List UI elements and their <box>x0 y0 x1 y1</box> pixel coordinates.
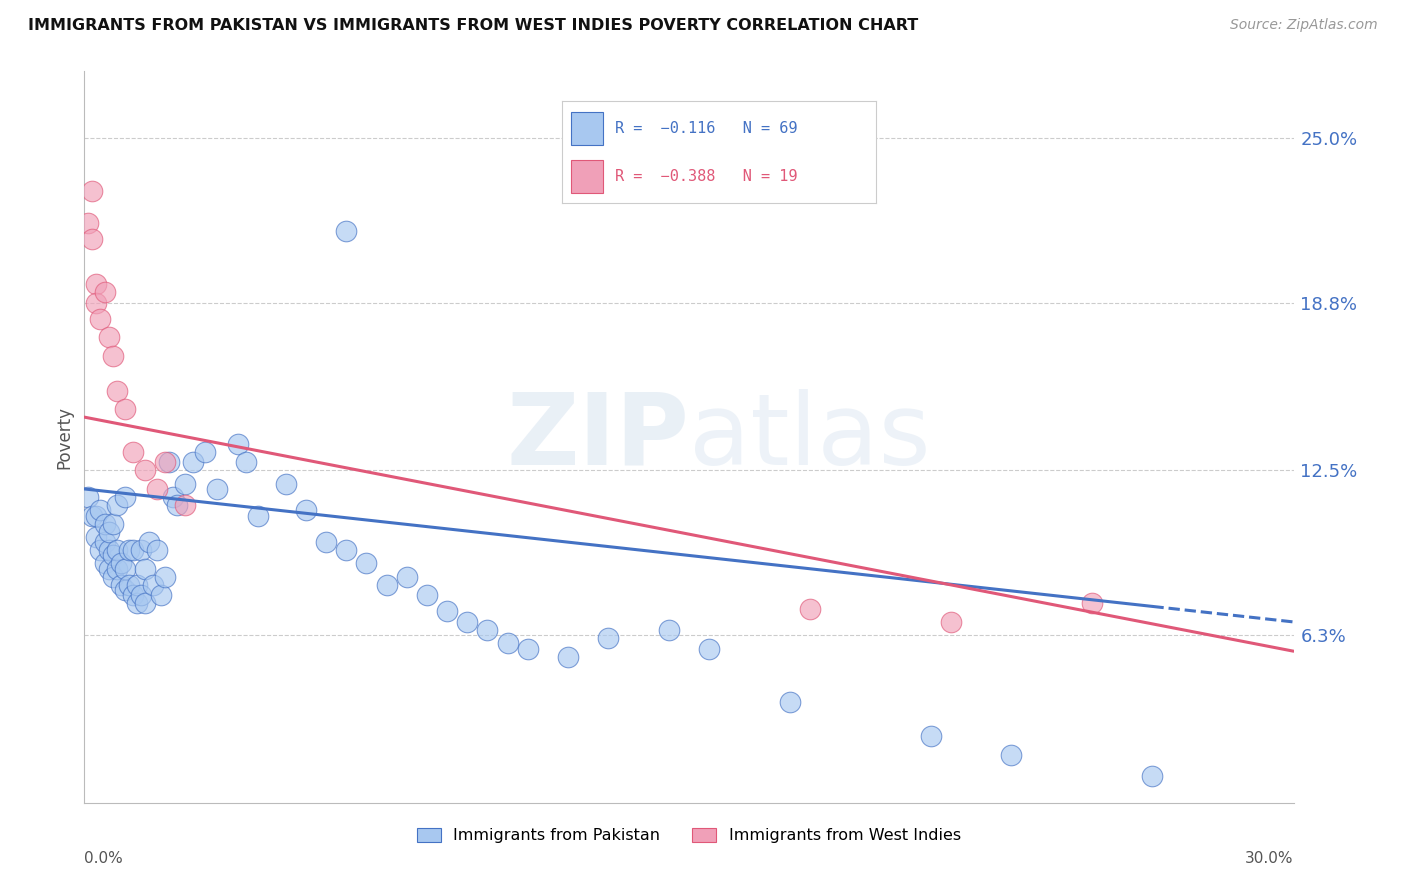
Point <box>174 498 197 512</box>
Point <box>82 508 104 523</box>
Point <box>194 444 217 458</box>
Point <box>496 636 519 650</box>
Point <box>153 455 176 469</box>
Point <box>153 570 176 584</box>
Point <box>166 498 188 512</box>
Point <box>157 455 180 469</box>
Point <box>101 516 124 531</box>
Point <box>89 543 111 558</box>
Point <box>134 562 156 576</box>
Point <box>101 549 124 563</box>
Point <box>93 535 115 549</box>
Point <box>1142 769 1164 783</box>
Point <box>114 402 136 417</box>
Point <box>356 557 378 571</box>
Point <box>121 444 143 458</box>
Point <box>89 503 111 517</box>
Point <box>82 184 104 198</box>
Point <box>97 330 120 344</box>
Point <box>118 577 141 591</box>
Point <box>779 695 801 709</box>
Point <box>77 216 100 230</box>
Point <box>315 535 337 549</box>
Point <box>335 224 357 238</box>
Point <box>114 562 136 576</box>
Point <box>335 543 357 558</box>
Point <box>246 508 269 523</box>
Point <box>939 615 962 629</box>
Text: Source: ZipAtlas.com: Source: ZipAtlas.com <box>1230 18 1378 32</box>
Point <box>89 311 111 326</box>
Point <box>121 543 143 558</box>
Point <box>125 596 148 610</box>
Point <box>134 596 156 610</box>
Point <box>101 349 124 363</box>
Legend: Immigrants from Pakistan, Immigrants from West Indies: Immigrants from Pakistan, Immigrants fro… <box>411 822 967 850</box>
Point <box>146 543 169 558</box>
Point <box>207 482 229 496</box>
Point <box>436 604 458 618</box>
Point <box>162 490 184 504</box>
Point <box>114 490 136 504</box>
Point <box>1000 747 1022 762</box>
Point <box>97 562 120 576</box>
Point <box>86 530 108 544</box>
Point <box>101 570 124 584</box>
Point <box>146 482 169 496</box>
Point <box>697 641 720 656</box>
Point <box>86 277 108 292</box>
Point <box>97 524 120 539</box>
Point <box>93 285 115 299</box>
Text: ZIP: ZIP <box>506 389 689 485</box>
Point <box>516 641 538 656</box>
Point <box>235 455 257 469</box>
Point <box>125 577 148 591</box>
Point <box>557 649 579 664</box>
Point <box>174 476 197 491</box>
Point <box>138 535 160 549</box>
Point <box>82 232 104 246</box>
Point <box>105 562 128 576</box>
Text: 30.0%: 30.0% <box>1246 851 1294 865</box>
Point <box>114 582 136 597</box>
Point <box>110 557 132 571</box>
Point <box>181 455 204 469</box>
Point <box>477 623 499 637</box>
Point <box>395 570 418 584</box>
Point <box>416 588 439 602</box>
Point <box>149 588 172 602</box>
Point <box>134 463 156 477</box>
Point <box>226 436 249 450</box>
Point <box>105 384 128 398</box>
Point <box>799 601 821 615</box>
Point <box>110 577 132 591</box>
Point <box>658 623 681 637</box>
Text: IMMIGRANTS FROM PAKISTAN VS IMMIGRANTS FROM WEST INDIES POVERTY CORRELATION CHAR: IMMIGRANTS FROM PAKISTAN VS IMMIGRANTS F… <box>28 18 918 33</box>
Text: 0.0%: 0.0% <box>84 851 124 865</box>
Point <box>93 516 115 531</box>
Point <box>920 729 942 743</box>
Point <box>129 543 152 558</box>
Point <box>93 557 115 571</box>
Point <box>129 588 152 602</box>
Point <box>375 577 398 591</box>
Point <box>105 498 128 512</box>
Point <box>77 490 100 504</box>
Point <box>86 295 108 310</box>
Point <box>456 615 478 629</box>
Point <box>598 631 620 645</box>
Point <box>295 503 318 517</box>
Y-axis label: Poverty: Poverty <box>55 406 73 468</box>
Point <box>86 508 108 523</box>
Text: atlas: atlas <box>689 389 931 485</box>
Point <box>97 543 120 558</box>
Point <box>1081 596 1104 610</box>
Point <box>105 543 128 558</box>
Point <box>142 577 165 591</box>
Point <box>121 588 143 602</box>
Point <box>118 543 141 558</box>
Point <box>274 476 297 491</box>
